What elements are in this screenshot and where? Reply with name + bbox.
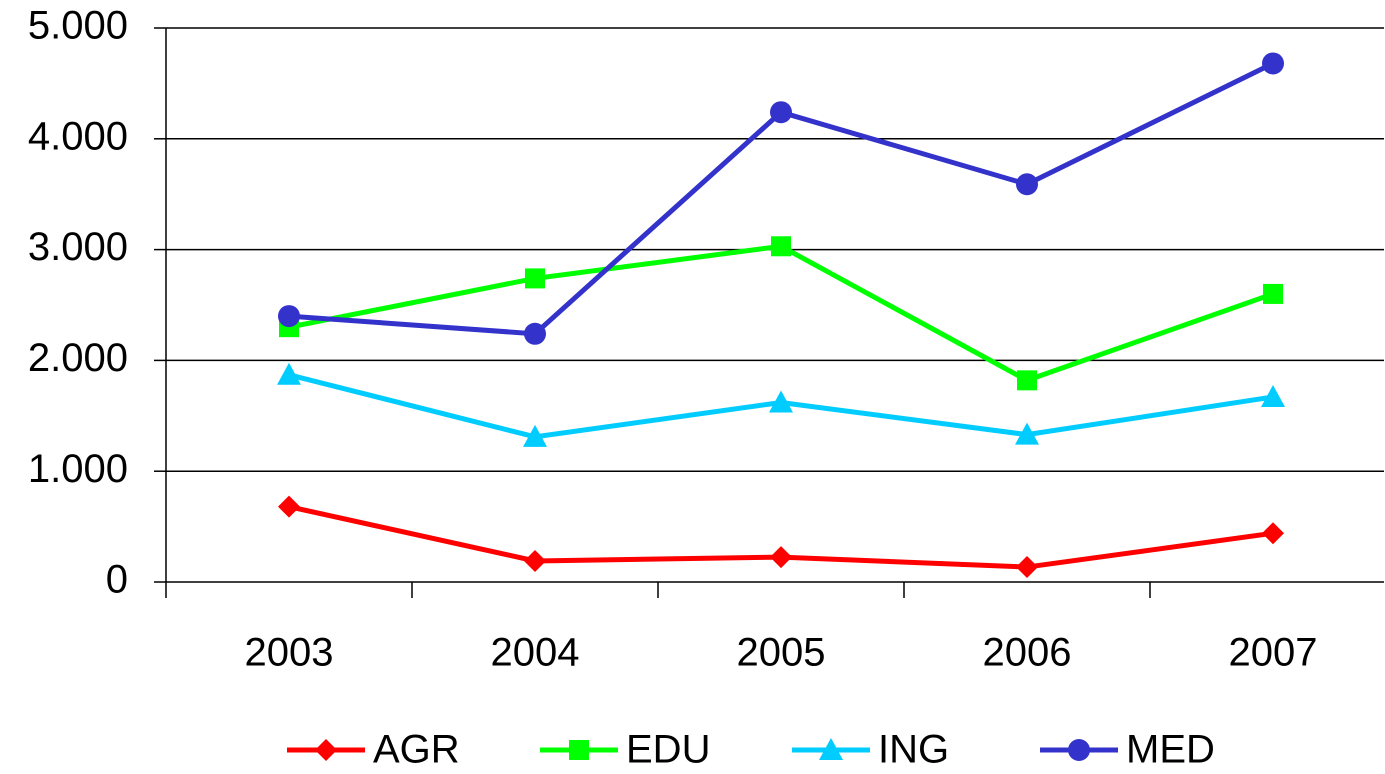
legend-label: MED xyxy=(1126,728,1215,772)
data-point xyxy=(1262,52,1284,75)
x-tick-label: 2007 xyxy=(1229,631,1318,675)
legend-marker xyxy=(819,738,843,760)
data-point xyxy=(770,101,792,124)
x-tick-label: 2005 xyxy=(737,631,826,675)
data-point xyxy=(771,236,791,257)
y-tick-label: 5.000 xyxy=(28,4,128,48)
data-point xyxy=(525,268,545,289)
x-tick-label: 2003 xyxy=(245,631,334,675)
data-point xyxy=(769,390,793,413)
x-tick-label: 2004 xyxy=(491,631,580,675)
data-point xyxy=(770,546,792,569)
data-point xyxy=(278,305,300,328)
y-tick-label: 3.000 xyxy=(28,225,128,269)
legend-marker xyxy=(315,739,337,761)
data-point xyxy=(524,322,546,345)
legend-label: AGR xyxy=(373,728,460,772)
data-point xyxy=(1015,422,1039,445)
legend-marker xyxy=(1068,739,1090,761)
legend-label: EDU xyxy=(626,728,710,772)
data-point xyxy=(524,549,546,572)
legend-marker xyxy=(569,740,589,760)
data-point xyxy=(278,495,300,518)
data-point xyxy=(1016,173,1038,196)
legend-label: ING xyxy=(878,728,949,772)
x-tick-label: 2006 xyxy=(983,631,1072,675)
data-point xyxy=(1262,522,1284,545)
data-point xyxy=(1017,370,1037,391)
y-tick-label: 2.000 xyxy=(28,336,128,380)
data-point xyxy=(1263,283,1283,304)
data-point xyxy=(277,362,301,385)
data-point xyxy=(523,424,547,447)
y-tick-label: 4.000 xyxy=(28,114,128,158)
data-point xyxy=(1261,384,1285,407)
y-tick-label: 0 xyxy=(106,558,128,602)
data-point xyxy=(1016,556,1038,579)
y-tick-label: 1.000 xyxy=(28,447,128,491)
